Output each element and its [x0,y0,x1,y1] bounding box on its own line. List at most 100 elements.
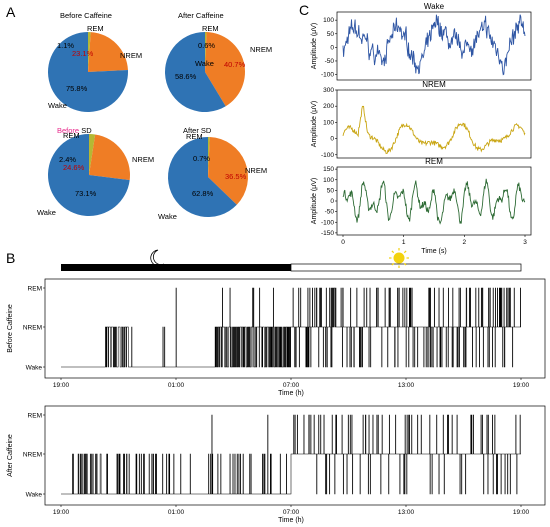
hypnogram-after: REM NREM Wake After Caffeine 19:00 01:00 07:00… [7,405,546,524]
y-tick-label: -100 [321,219,334,226]
pie-value-wake: 58.6% [175,72,197,81]
pie-chart-2: After Caffeine REM NREM Wake 0.6% 40.7% 58.6% [165,11,272,112]
y-axis-label: Amplitude (μV) [311,101,318,147]
pie-slice-nrem [88,32,128,72]
pie-label-wake: Wake [37,208,56,217]
pie-slice-rem [208,137,210,177]
pie-slice-rem [88,32,91,72]
y-tick-label: 0 [330,198,334,205]
y-tick-label: 50 [327,31,335,38]
signal-panel-nrem: NREM -100 0 100 200 300 Amplitude (μV) [311,80,532,159]
pie-label-rem: REM [63,131,80,140]
x-tick-label: 3 [523,239,527,246]
x-tick-label: 19:00 [53,509,70,516]
x-tick-label: 2 [463,239,467,246]
x-axis-label: Time (h) [278,517,304,524]
pie-charts: Before Caffeine REM NREM Wake 1.1%23.1% 75.8%… [37,11,272,221]
dark-period [61,264,291,271]
pie-slice-rem [89,134,96,175]
pie-slice-wake [168,137,237,217]
hypnogram-before: REM NREM Wake Before Caffeine 19:00 01:00 07:0… [7,278,546,397]
pie-chart-1: Before Caffeine REM NREM Wake 1.1%23.1% 75.8% [48,11,142,112]
y-tick-label: -100 [321,152,334,159]
x-axis-label: Time (s) [421,248,446,255]
signal-trace-rem [342,178,526,225]
x-tick-label: 13:00 [398,509,415,516]
pie-label-nrem: NREM [132,155,154,164]
y-tick-label: -100 [321,72,334,79]
y-tick-label: 0 [330,136,334,143]
signal-trace-nrem [342,105,526,155]
y-tick-label: 50 [327,187,335,194]
y-tick-label: -50 [325,58,335,65]
y-tick-label: REM [28,413,42,420]
pie-title: After Caffeine [178,11,224,20]
pie-value-nrem: 36.5% [225,172,247,181]
panel-label-c: C [299,2,309,18]
signal-title: Wake [424,2,445,11]
plot-frame [44,278,546,379]
pie-value-wake: 75.8% [66,84,88,93]
plot-frame [44,405,546,506]
x-tick-label: 19:00 [53,382,70,389]
y-axis-label: Amplitude (μV) [311,23,318,69]
y-tick-label: REM [28,286,42,293]
y-tick-label: NREM [23,325,42,332]
pie-title: Before SD [57,126,92,135]
pie-value-rem: 0.6% [198,41,215,50]
x-tick-label: 13:00 [398,382,415,389]
pie-title: After SD [183,126,212,135]
y-tick-label: 100 [323,17,334,24]
signal-title: REM [425,157,443,166]
x-tick-label: 07:00 [283,382,300,389]
pie-value-wake: 73.1% [75,189,97,198]
y-tick-label: -150 [321,230,334,237]
y-tick-label: Wake [26,365,43,372]
x-axis-label: Time (h) [278,390,304,397]
pie-label-rem: REM [202,24,219,33]
plot-frame [336,89,532,159]
y-tick-label: NREM [23,452,42,459]
pie-label-nrem: NREM [250,45,272,54]
pie-value-rem: 1.1% [57,41,74,50]
y-axis-label: Amplitude (μV) [311,178,318,224]
y-tick-label: 300 [323,87,334,94]
pie-slice-nrem [89,134,130,181]
signal-trace-wake [342,14,526,76]
x-tick-label: 01:00 [168,509,185,516]
panel-label-a: A [6,4,16,20]
pie-value-rem: 0.7% [193,154,210,163]
y-tick-label: 150 [323,166,334,173]
x-tick-label: 19:00 [513,382,530,389]
pie-value-nrem: 23.1% [72,49,94,58]
pie-value-nrem: 24.6% [63,163,85,172]
hypnogram-trace [61,287,521,368]
plot-frame [336,11,532,81]
pie-title-highlight: Before [57,126,81,135]
y-tick-label: Wake [26,492,43,499]
light-dark-bar [61,248,522,272]
y-tick-label: 100 [323,119,334,126]
pie-label-nrem: NREM [245,166,267,175]
pie-value-wake: 62.8% [192,189,214,198]
pie-value-rem: 2.4% [59,155,76,164]
pie-slice-nrem [205,32,246,107]
sun-icon [389,248,409,268]
pie-label-wake: Wake [48,101,67,110]
pie-label-wake: Wake [195,59,214,68]
x-tick-label: 1 [402,239,406,246]
y-tick-label: -50 [325,209,335,216]
x-tick-label: 07:00 [283,509,300,516]
pie-slice-wake [47,134,130,216]
y-axis-label: After Caffeine [7,434,14,477]
signal-panel-wake: Wake -100 -50 0 50 100 Amplitude (μV) [311,2,532,81]
x-tick-label: 01:00 [168,382,185,389]
pie-value-nrem: 40.7% [224,60,246,69]
y-axis-label: Before Caffeine [7,304,14,353]
pie-slice-wake [165,32,226,112]
y-tick-label: 200 [323,103,334,110]
pie-slice-wake [48,32,129,112]
